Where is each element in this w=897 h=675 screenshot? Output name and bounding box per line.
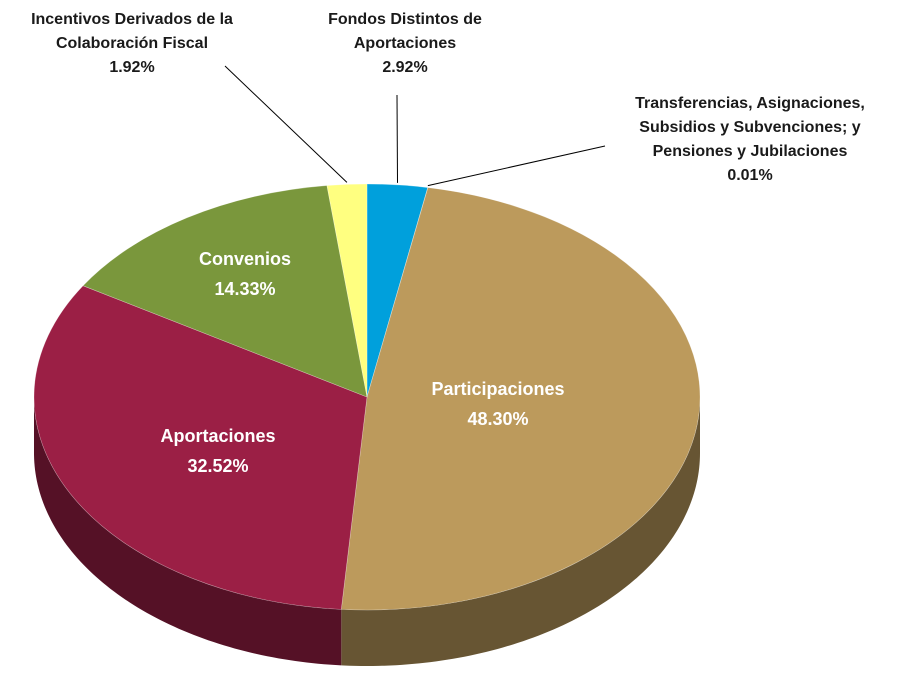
slice-label: Fondos Distintos de Aportaciones 2.92%: [305, 8, 505, 80]
slice-side: [341, 397, 700, 666]
value-label: 48.30%: [467, 409, 529, 429]
slice: [366, 183, 429, 398]
slice-label: Transferencias, Asignaciones, Subsidios …: [615, 92, 885, 188]
pie-sides: [34, 397, 700, 666]
slice-label: Convenios 14.33%: [145, 244, 345, 304]
leader-line: [396, 94, 399, 183]
slice: [82, 185, 368, 398]
category-label: Participaciones: [431, 379, 565, 399]
category-label: Aportaciones: [160, 426, 276, 446]
value-label: 1.92%: [109, 59, 155, 76]
value-label: 14.33%: [214, 279, 276, 299]
slice: [326, 183, 368, 398]
value-label: 2.92%: [382, 59, 428, 76]
value-label: 32.52%: [187, 456, 249, 476]
category-label: Transferencias, Asignaciones, Subsidios …: [635, 95, 865, 160]
value-label: 0.01%: [727, 167, 773, 184]
category-label: Fondos Distintos de Aportaciones: [328, 11, 482, 52]
category-label: Convenios: [198, 249, 291, 269]
slice: [33, 285, 368, 610]
category-label: Incentivos Derivados de la Colaboración …: [31, 11, 233, 52]
slice-label: Participaciones 48.30%: [398, 374, 598, 434]
slice: [366, 187, 429, 398]
pie-tops: [33, 183, 701, 611]
leader-line: [427, 145, 606, 187]
leader-line: [224, 65, 348, 183]
slice-label: Incentivos Derivados de la Colaboración …: [7, 8, 257, 80]
slice-side: [34, 397, 342, 666]
slice: [340, 187, 701, 611]
slice-label: Aportaciones 32.52%: [118, 421, 318, 481]
